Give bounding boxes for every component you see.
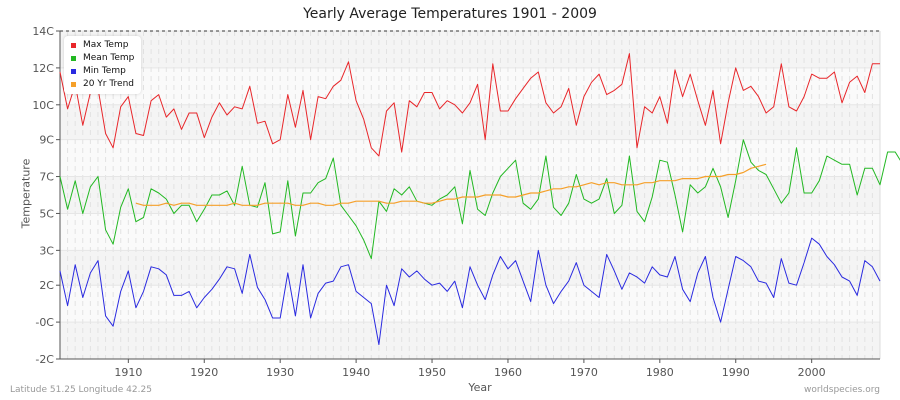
y-axis-title: Temperature [19, 158, 33, 229]
x-tick-label: 1930 [266, 366, 294, 379]
y-tick-label: 2C [39, 279, 54, 292]
location-caption: Latitude 51.25 Longitude 42.25 [10, 385, 152, 395]
y-tick-label: -2C [35, 353, 54, 366]
legend-item-mean-temp: Mean Temp [71, 52, 134, 65]
x-tick-label: 1910 [114, 366, 142, 379]
y-tick-label: 3C [39, 244, 54, 257]
legend-item-max-temp: Max Temp [71, 39, 134, 52]
source-credit: worldspecies.org [803, 385, 880, 395]
y-tick-label: 7C [39, 171, 54, 184]
legend: Max Temp Mean Temp Min Temp 20 Yr Trend [64, 36, 142, 94]
legend-item-trend: 20 Yr Trend [71, 78, 134, 91]
series-line-mean-temp [59, 139, 900, 260]
chart-title: Yearly Average Temperatures 1901 - 2009 [303, 6, 597, 22]
legend-label: Min Temp [83, 66, 126, 76]
legend-swatch-mean-temp-icon [71, 56, 76, 61]
y-tick-label: 5C [39, 207, 54, 220]
legend-label: Max Temp [83, 40, 129, 50]
x-tick-label: 1920 [190, 366, 218, 379]
x-tick-label: 2000 [798, 366, 826, 379]
x-tick-label: 1940 [342, 366, 370, 379]
y-tick-label: 12C [32, 62, 54, 75]
legend-swatch-min-temp-icon [71, 69, 76, 74]
x-axis-title: Year [468, 381, 492, 394]
x-tick-label: 1980 [646, 366, 674, 379]
x-tick-label: 1950 [418, 366, 446, 379]
series-line-max-temp [59, 53, 880, 157]
y-tick-label: 14C [32, 25, 54, 38]
y-tick-label: 10C [32, 99, 54, 112]
x-tick-label: 1960 [494, 366, 522, 379]
y-tick-label: -0C [35, 316, 54, 329]
series-line-min-temp [59, 237, 881, 346]
legend-swatch-trend-icon [71, 82, 76, 87]
x-tick-label: 1970 [570, 366, 598, 379]
legend-swatch-max-temp-icon [71, 43, 76, 48]
series-line-20-yr-trend [135, 163, 767, 206]
y-tick-label: 9C [39, 134, 54, 147]
legend-label: 20 Yr Trend [83, 79, 135, 89]
legend-label: Mean Temp [83, 53, 135, 63]
x-tick-label: 1990 [722, 366, 750, 379]
legend-item-min-temp: Min Temp [71, 65, 134, 78]
